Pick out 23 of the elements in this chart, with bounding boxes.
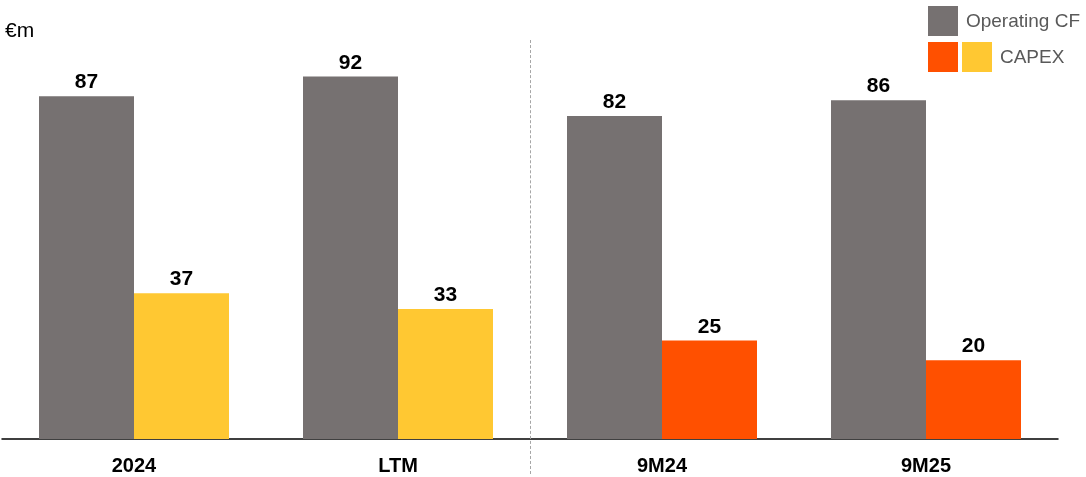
data-label: 86	[866, 73, 891, 97]
x-tick-label: 2024	[111, 454, 158, 476]
data-label: 37	[169, 266, 194, 290]
bar	[134, 293, 229, 439]
data-label: 82	[602, 88, 627, 112]
bar	[398, 308, 493, 439]
y-axis-title: €m	[5, 18, 35, 41]
data-label: 25	[697, 313, 722, 337]
data-label: 92	[338, 49, 363, 73]
bar	[831, 100, 926, 439]
bar	[567, 115, 662, 439]
x-tick-label: LTM	[378, 454, 418, 476]
legend-label: Operating CF	[965, 10, 1080, 32]
x-tick-label: 9M25	[900, 454, 952, 476]
x-tick-label: 9M24	[636, 454, 688, 476]
data-label: 33	[433, 281, 458, 305]
bar	[303, 76, 398, 439]
bar	[39, 96, 134, 439]
data-label: 20	[961, 333, 986, 357]
bar	[662, 340, 757, 439]
data-label: 87	[74, 69, 99, 93]
bar	[926, 360, 1021, 439]
legend-label: CAPEX	[999, 46, 1065, 68]
